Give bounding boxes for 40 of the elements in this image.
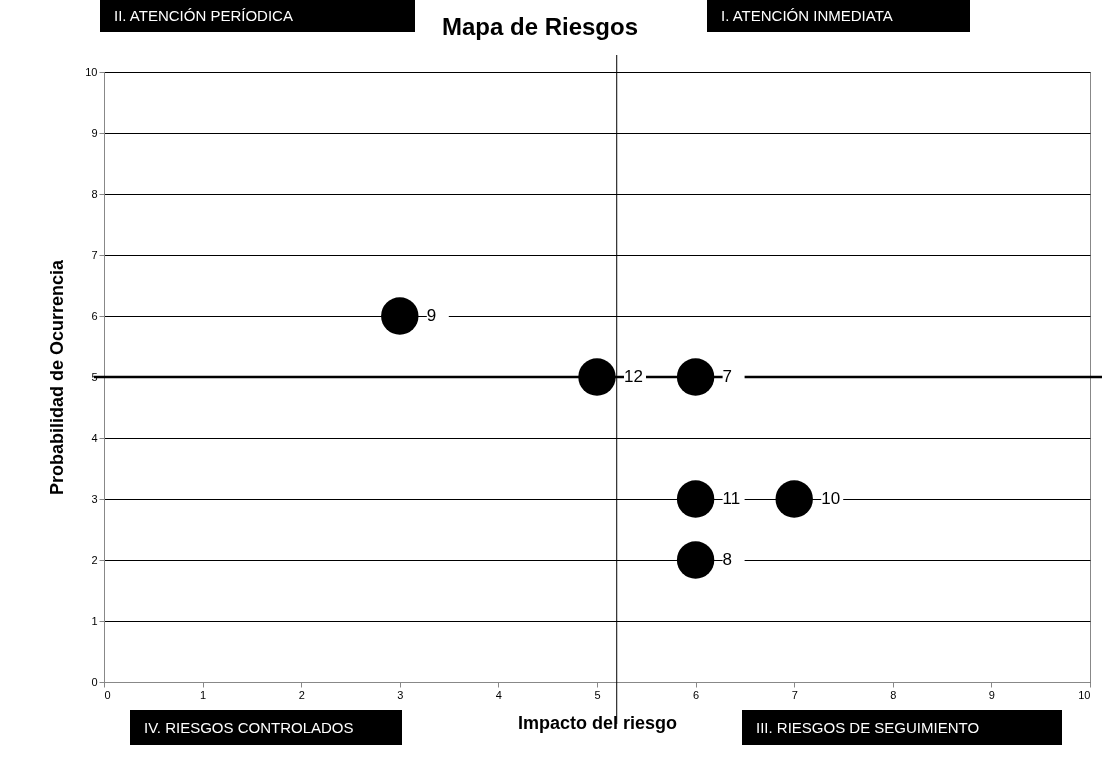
point (775, 480, 813, 518)
point (381, 297, 419, 335)
chart-title: Mapa de Riesgos (441, 13, 639, 40)
x-tick-label: 6 (693, 688, 700, 701)
annotation: 10 (821, 489, 841, 508)
text: IV. RIESGOS CONTROLADOS (144, 718, 354, 736)
y-tick-label: 6 (91, 309, 98, 322)
x-tick-label: 5 (594, 688, 601, 701)
point (676, 480, 715, 518)
point (578, 358, 616, 396)
x-tick-label: 4 (495, 688, 502, 701)
annotation: 7 (722, 367, 733, 386)
annotation: 9 (426, 306, 437, 325)
x-tick-label: 1 (200, 688, 207, 701)
text: II. ATENCIÓN PERÍODICA (114, 7, 293, 24)
y-tick-label: 4 (91, 431, 98, 444)
x-tick-label: 7 (791, 688, 798, 701)
point (676, 358, 715, 396)
text: I. ATENCIÓN INMEDIATA (721, 7, 893, 24)
x-tick-label: 10 (1078, 688, 1091, 701)
annotation: 8 (722, 550, 733, 569)
y-tick-label: 2 (91, 553, 98, 566)
y-tick-label: 8 (91, 187, 98, 200)
point (676, 541, 715, 579)
y-tick-label: 1 (91, 614, 98, 627)
x-axis-title: Impacto del riesgo (517, 712, 678, 733)
y-tick-label: 3 (91, 492, 98, 505)
x-tick-label: 0 (104, 688, 111, 701)
y-tick-label: 10 (85, 65, 98, 78)
y-axis-title: Probabilidad de Ocurrencia (47, 258, 68, 496)
text: III. RIESGOS DE SEGUIMIENTO (756, 718, 980, 736)
x-tick-label: 2 (298, 688, 305, 701)
y-tick-label: 7 (91, 248, 98, 261)
x-tick-label: 8 (890, 688, 897, 701)
y-tick-label: 9 (91, 126, 98, 139)
x-tick-label: 9 (988, 688, 995, 701)
annotation: 12 (624, 367, 643, 386)
x-tick-label: 3 (397, 688, 404, 701)
y-tick-label: 0 (91, 675, 98, 688)
annotation: 11 (722, 489, 741, 508)
